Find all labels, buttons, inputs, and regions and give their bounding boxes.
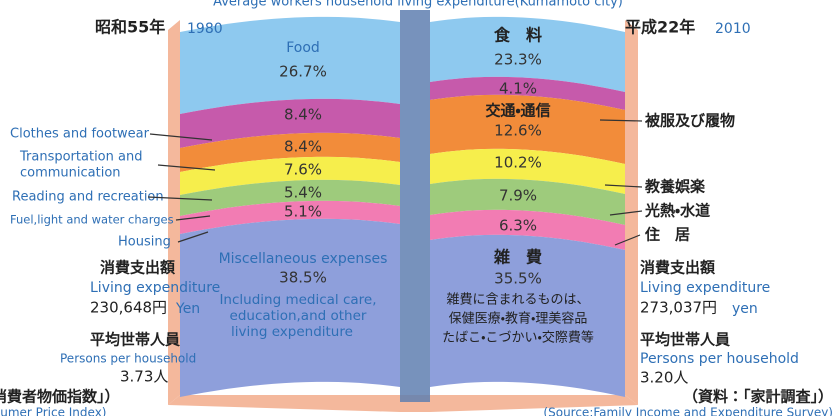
leader-line — [599, 119, 643, 246]
spending-subtitle: Living expenditure — [640, 280, 770, 296]
category-label: Clothes and footwear — [10, 127, 150, 142]
band-text: 12.6% — [494, 122, 542, 140]
band-text: 8.4% — [284, 138, 322, 156]
band-text: 8.4% — [284, 106, 322, 124]
expense-band — [430, 94, 625, 164]
category-label: 光熱・水道 — [644, 202, 710, 220]
source: 消費者物価指数」） — [0, 388, 120, 406]
category-label: 住 居 — [644, 226, 690, 244]
era: 平成22年 — [625, 18, 695, 37]
category-label: Transportation and — [19, 150, 142, 165]
spending-amount: 230,648円 — [90, 299, 167, 317]
band-text: 雑費に含まれるものは、 — [446, 292, 589, 308]
expense-band — [180, 156, 400, 195]
band-text: education,and other — [230, 308, 367, 324]
expense-band — [430, 209, 625, 250]
expense-band — [430, 178, 625, 225]
expense-band — [430, 16, 625, 92]
persons-title: 平均世帯人員 — [90, 331, 180, 349]
persons-amount: 3.20人 — [640, 369, 688, 387]
source: (Source:Family Income and Expenditure Su… — [543, 406, 833, 416]
spending-unit: Yen — [175, 301, 200, 317]
spending-unit: yen — [732, 301, 758, 317]
band-text: 交通・通信 — [485, 102, 550, 120]
band-text: 雑 費 — [493, 248, 542, 267]
expense-band — [180, 132, 400, 172]
band-text: 5.1% — [284, 203, 322, 221]
expense-band — [180, 218, 400, 397]
band-text: Including medical care, — [219, 292, 376, 308]
leader-line — [147, 133, 216, 243]
source: sumer Price Index) — [0, 406, 106, 416]
category-label: 教養娯楽 — [644, 178, 706, 196]
expense-band — [180, 200, 400, 234]
category-label: Reading and recreation — [12, 190, 164, 205]
band-text: 10.2% — [494, 154, 542, 172]
expense-band — [430, 76, 625, 110]
band-text: 23.3% — [494, 51, 542, 69]
band-text: living expenditure — [231, 324, 353, 340]
expense-band — [430, 234, 625, 397]
source: （資料：「家計調査」） — [683, 388, 833, 406]
title: Average workers household living expendi… — [213, 0, 623, 10]
expense-band — [180, 179, 400, 216]
band-text: 保健医療・教育・理美容品 — [449, 311, 588, 327]
expense-band — [430, 148, 625, 194]
band-text: 食 料 — [493, 26, 542, 45]
expense-band — [180, 98, 400, 148]
category-label: communication — [20, 166, 121, 181]
band-text: 4.1% — [499, 80, 537, 98]
band-text: 7.6% — [284, 161, 322, 179]
category-label: 被服及び履物 — [644, 112, 735, 130]
band-text: 26.7% — [279, 63, 327, 81]
band-text: 7.9% — [499, 187, 537, 205]
category-label: Housing — [118, 235, 171, 250]
year: 1980 — [187, 21, 223, 37]
category-label: Fuel,light and water charges — [10, 213, 174, 227]
band-text: Food — [286, 40, 320, 56]
cover-bottom — [168, 395, 638, 412]
spending-title: 消費支出額 — [100, 259, 176, 277]
spending-title: 消費支出額 — [640, 259, 716, 277]
cover-edge — [168, 20, 180, 405]
band-text: 38.5% — [279, 269, 327, 287]
band-text: 6.3% — [499, 217, 537, 235]
book — [168, 10, 638, 412]
spending-amount: 273,037円 — [640, 299, 717, 317]
year: 2010 — [715, 21, 751, 37]
persons-subtitle: Persons per household — [60, 352, 196, 366]
band-text: 35.5% — [494, 270, 542, 288]
persons-amount: 3.73人 — [120, 368, 168, 386]
band-text: Miscellaneous expenses — [219, 251, 388, 267]
band-text: 5.4% — [284, 184, 322, 202]
expense-band — [180, 16, 400, 114]
spine — [400, 10, 430, 402]
band-text: たばこ・こづかい・交際費等 — [442, 330, 594, 346]
persons-title: 平均世帯人員 — [640, 331, 730, 349]
era: 昭和55年 — [95, 18, 165, 37]
persons-subtitle: Persons per household — [640, 351, 799, 367]
spending-subtitle: Living expenditure — [90, 280, 220, 296]
